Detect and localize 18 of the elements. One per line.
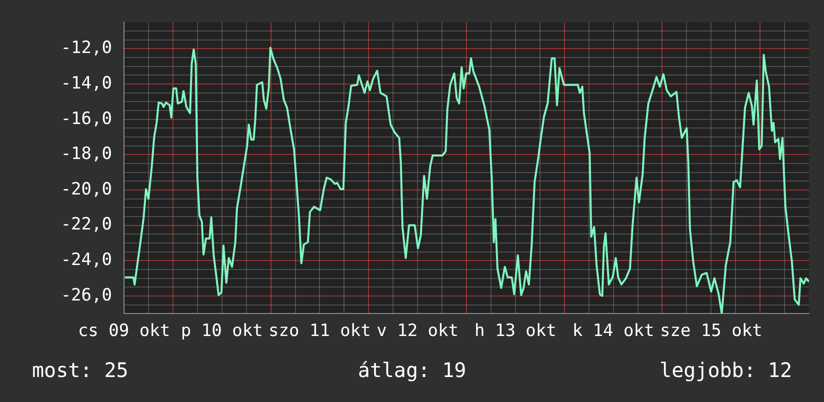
- x-tick-label: cs 09 okt: [78, 321, 170, 342]
- x-tick-label: h 13 okt: [474, 321, 556, 342]
- y-tick-label: -22,0: [60, 214, 112, 235]
- y-tick-label: -20,0: [60, 179, 112, 200]
- x-tick-label: szo 11 okt: [268, 321, 371, 342]
- y-tick-label: -14,0: [60, 73, 112, 94]
- x-tick-label: v 12 okt: [376, 321, 459, 342]
- text: most: 25: [32, 358, 128, 382]
- y-tick-label: -18,0: [60, 144, 112, 164]
- y-tick-label: -16,0: [60, 108, 112, 129]
- x-tick-label: k 14 okt: [572, 321, 654, 342]
- text: átlag: 19: [358, 358, 466, 382]
- y-tick-label: -12,0: [60, 38, 112, 58]
- x-tick-label: sze 15 okt: [660, 321, 762, 342]
- text: legjobb: 12: [660, 358, 792, 382]
- x-tick-label: p 10 okt: [180, 321, 263, 342]
- y-tick-label: -26,0: [60, 285, 112, 306]
- y-tick-label: -24,0: [60, 250, 112, 270]
